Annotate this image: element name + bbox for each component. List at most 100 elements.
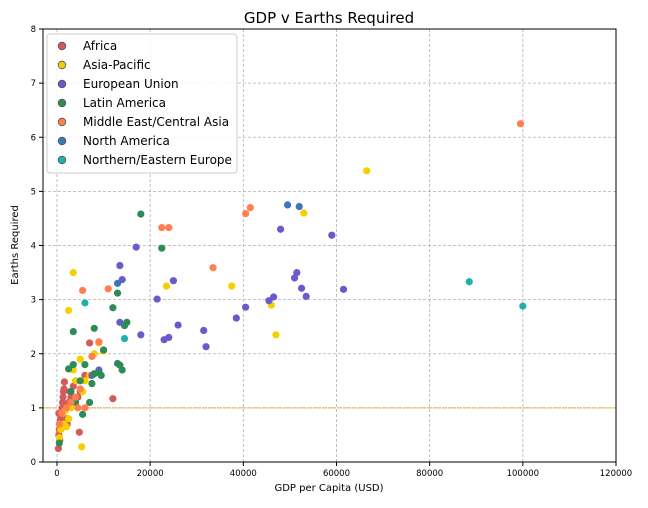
legend-label: Latin America: [83, 96, 166, 110]
data-point-latin-america: [67, 388, 75, 396]
legend-marker: [57, 136, 67, 146]
data-point-latin-america: [113, 359, 122, 368]
data-point-asia-pacific: [363, 167, 371, 175]
data-point-northern-eastern-europe: [81, 299, 89, 307]
legend-marker: [57, 98, 67, 108]
data-point-latin-america: [90, 324, 98, 332]
data-point-middle-east-central-asia: [88, 352, 96, 361]
data-point-european-union: [132, 243, 140, 251]
y-tick-label: 1: [31, 404, 36, 414]
data-point-european-union: [200, 326, 208, 335]
data-point-asia-pacific: [69, 268, 77, 277]
data-point-latin-america: [97, 371, 105, 379]
data-point-european-union: [276, 225, 285, 233]
data-point-latin-america: [69, 360, 77, 369]
data-point-latin-america: [123, 318, 131, 326]
data-point-asia-pacific: [65, 415, 73, 423]
data-point-european-union: [202, 343, 210, 351]
legend-box: [46, 33, 238, 174]
data-point-north-america: [295, 202, 303, 211]
data-point-africa: [60, 378, 69, 386]
y-tick-label: 7: [31, 79, 36, 89]
legend-label: Africa: [83, 39, 117, 53]
data-point-asia-pacific: [62, 423, 70, 431]
data-point-european-union: [165, 333, 173, 342]
data-point-middle-east-central-asia: [55, 420, 63, 428]
x-tick-label: 0: [54, 469, 59, 479]
data-point-middle-east-central-asia: [67, 398, 75, 407]
data-point-northern-eastern-europe: [465, 278, 473, 286]
legend-label: North America: [83, 134, 170, 148]
y-tick-label: 0: [31, 458, 36, 468]
data-point-latin-america: [85, 398, 94, 407]
data-point-middle-east-central-asia: [58, 409, 66, 417]
data-point-asia-pacific: [162, 282, 171, 290]
y-tick-label: 8: [31, 25, 36, 35]
x-tick-label: 40000: [230, 469, 257, 479]
data-point-european-union: [174, 321, 182, 329]
data-point-asia-pacific: [78, 443, 86, 451]
data-point-european-union: [232, 314, 240, 322]
data-point-africa: [75, 428, 83, 436]
data-point-european-union: [297, 284, 306, 292]
data-point-latin-america: [109, 304, 117, 312]
data-point-latin-america: [81, 360, 89, 369]
data-point-middle-east-central-asia: [246, 204, 254, 212]
x-tick-label: 60000: [323, 469, 350, 479]
data-point-africa: [85, 339, 94, 347]
legend-label: Northern/Eastern Europe: [83, 153, 232, 167]
data-point-north-america: [283, 201, 292, 209]
data-point-european-union: [269, 293, 278, 301]
y-tick-label: 3: [31, 296, 36, 306]
x-axis-label: GDP per Capita (USD): [274, 483, 383, 494]
data-point-northern-eastern-europe: [519, 302, 527, 310]
data-point-european-union: [290, 274, 299, 282]
legend-marker: [57, 155, 67, 165]
data-point-africa: [69, 382, 77, 390]
data-point-asia-pacific: [55, 434, 63, 442]
data-point-asia-pacific: [272, 331, 280, 339]
data-point-latin-america: [137, 210, 145, 218]
data-point-africa: [58, 398, 67, 407]
x-tick-label: 20000: [137, 469, 164, 479]
data-point-latin-america: [118, 366, 126, 374]
data-point-middle-east-central-asia: [516, 120, 525, 128]
data-point-latin-america: [88, 379, 96, 388]
data-point-latin-america: [76, 377, 84, 385]
data-point-european-union: [328, 231, 336, 239]
data-point-africa: [59, 393, 67, 401]
y-axis-label: Earths Required: [10, 205, 21, 285]
data-point-middle-east-central-asia: [78, 286, 87, 295]
data-point-latin-america: [158, 244, 166, 252]
data-point-european-union: [137, 331, 145, 339]
data-point-middle-east-central-asia: [104, 285, 112, 293]
x-tick-label: 120000: [600, 469, 632, 479]
data-point-middle-east-central-asia: [158, 224, 166, 232]
data-point-european-union: [339, 285, 348, 293]
data-point-asia-pacific: [76, 355, 84, 363]
data-point-latin-america: [90, 370, 98, 378]
data-point-asia-pacific: [65, 306, 73, 315]
y-tick-label: 4: [31, 242, 36, 252]
data-point-africa: [60, 385, 68, 393]
legend-marker: [57, 79, 67, 89]
data-point-european-union: [302, 292, 310, 300]
axis-ticks: 0 20000 40000 60000 80000 100000 120000 0 1 2 3 4 5 6…: [31, 25, 633, 479]
legend-marker: [57, 117, 67, 127]
data-point-northern-eastern-europe: [120, 334, 129, 343]
x-tick-label: 80000: [416, 469, 443, 479]
data-point-middle-east-central-asia: [72, 393, 80, 401]
data-point-latin-america: [65, 365, 73, 373]
data-point-european-union: [153, 295, 161, 303]
data-point-european-union: [116, 261, 124, 270]
points-layer: [54, 120, 527, 453]
data-point-european-union: [169, 277, 178, 285]
legend-label: Middle East/Central Asia: [83, 115, 229, 129]
data-point-latin-america: [69, 327, 77, 336]
y-tick-label: 2: [31, 350, 36, 360]
y-tick-label: 5: [31, 187, 36, 197]
legend: Africa Asia-Pacific European Union Latin Am…: [46, 33, 238, 174]
data-point-asia-pacific: [300, 209, 308, 217]
